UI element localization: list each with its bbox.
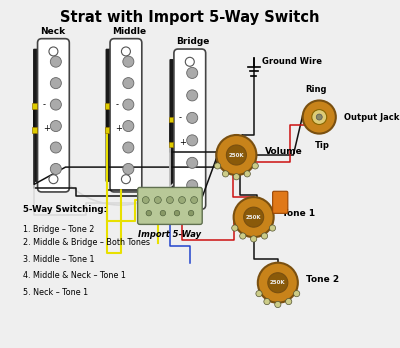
Circle shape xyxy=(123,56,134,67)
Circle shape xyxy=(50,78,61,89)
Circle shape xyxy=(50,164,61,174)
Circle shape xyxy=(187,68,198,78)
Text: 4. Middle & Neck – Tone 1: 4. Middle & Neck – Tone 1 xyxy=(23,271,126,280)
Text: Ring: Ring xyxy=(305,85,326,94)
Text: 3. Middle – Tone 1: 3. Middle – Tone 1 xyxy=(23,255,95,264)
Text: Middle: Middle xyxy=(112,27,146,36)
Circle shape xyxy=(187,90,198,101)
FancyBboxPatch shape xyxy=(273,191,288,213)
Text: 250K: 250K xyxy=(270,280,286,285)
Text: Output Jack: Output Jack xyxy=(344,112,400,121)
Circle shape xyxy=(226,145,246,165)
Text: Tip: Tip xyxy=(315,141,330,150)
Text: 2. Middle & Bridge – Both Tones: 2. Middle & Bridge – Both Tones xyxy=(23,238,150,247)
Text: Strat with Import 5-Way Switch: Strat with Import 5-Way Switch xyxy=(60,10,320,25)
Circle shape xyxy=(50,120,61,132)
Circle shape xyxy=(154,197,161,204)
Circle shape xyxy=(160,211,166,216)
Circle shape xyxy=(123,99,134,110)
Circle shape xyxy=(187,135,198,146)
FancyBboxPatch shape xyxy=(170,59,179,199)
FancyBboxPatch shape xyxy=(105,103,109,109)
FancyBboxPatch shape xyxy=(33,49,43,182)
Circle shape xyxy=(123,164,134,174)
Circle shape xyxy=(264,299,270,305)
Text: -: - xyxy=(115,100,118,109)
Circle shape xyxy=(303,101,336,134)
Circle shape xyxy=(258,263,298,303)
Circle shape xyxy=(256,291,262,297)
Circle shape xyxy=(146,211,152,216)
Circle shape xyxy=(187,112,198,124)
Circle shape xyxy=(252,163,258,169)
Text: 5-Way Switching:: 5-Way Switching: xyxy=(23,205,107,214)
Text: Tone 1: Tone 1 xyxy=(282,209,316,218)
Text: Tone 2: Tone 2 xyxy=(306,275,340,284)
FancyBboxPatch shape xyxy=(32,103,36,109)
FancyBboxPatch shape xyxy=(110,39,142,192)
FancyBboxPatch shape xyxy=(138,188,202,224)
Circle shape xyxy=(188,211,194,216)
Circle shape xyxy=(49,47,58,56)
Circle shape xyxy=(234,197,274,237)
FancyBboxPatch shape xyxy=(106,49,115,182)
Text: +: + xyxy=(43,124,50,133)
Circle shape xyxy=(316,114,322,120)
Circle shape xyxy=(262,233,268,239)
Circle shape xyxy=(222,171,229,177)
Circle shape xyxy=(250,236,257,242)
FancyBboxPatch shape xyxy=(169,142,173,147)
Text: Volume: Volume xyxy=(265,147,303,156)
Circle shape xyxy=(294,291,300,297)
Text: 250K: 250K xyxy=(246,215,262,220)
Circle shape xyxy=(312,110,327,125)
Circle shape xyxy=(240,233,246,239)
Circle shape xyxy=(244,207,264,227)
Text: 5. Neck – Tone 1: 5. Neck – Tone 1 xyxy=(23,288,88,297)
Text: Neck: Neck xyxy=(40,27,65,36)
Circle shape xyxy=(268,273,288,293)
Text: -: - xyxy=(43,100,46,109)
Text: Ground Wire: Ground Wire xyxy=(262,57,322,66)
FancyBboxPatch shape xyxy=(32,127,36,133)
Circle shape xyxy=(122,47,130,56)
Text: +: + xyxy=(179,139,186,148)
Text: 1. Bridge – Tone 2: 1. Bridge – Tone 2 xyxy=(23,225,95,234)
Circle shape xyxy=(185,57,194,66)
Circle shape xyxy=(166,197,173,204)
FancyBboxPatch shape xyxy=(105,127,109,133)
Circle shape xyxy=(50,56,61,67)
FancyBboxPatch shape xyxy=(38,39,69,192)
Text: 250K: 250K xyxy=(228,152,244,158)
Circle shape xyxy=(122,175,130,184)
Circle shape xyxy=(50,99,61,110)
Circle shape xyxy=(187,157,198,168)
Circle shape xyxy=(50,142,61,153)
Circle shape xyxy=(232,225,238,231)
Circle shape xyxy=(123,78,134,89)
Circle shape xyxy=(49,175,58,184)
Circle shape xyxy=(286,299,292,305)
Text: Bridge: Bridge xyxy=(176,37,210,46)
Circle shape xyxy=(123,120,134,132)
Circle shape xyxy=(216,135,256,175)
Circle shape xyxy=(185,192,194,201)
FancyBboxPatch shape xyxy=(174,49,206,209)
Circle shape xyxy=(233,174,240,180)
Circle shape xyxy=(269,225,276,231)
Text: -: - xyxy=(179,113,182,122)
Circle shape xyxy=(187,180,198,191)
Circle shape xyxy=(123,142,134,153)
Circle shape xyxy=(244,171,250,177)
Text: +: + xyxy=(115,124,122,133)
Circle shape xyxy=(178,197,186,204)
Text: Import 5-Way: Import 5-Way xyxy=(138,230,202,239)
FancyBboxPatch shape xyxy=(169,117,173,122)
Circle shape xyxy=(191,197,198,204)
Circle shape xyxy=(174,211,180,216)
Circle shape xyxy=(214,163,221,169)
Circle shape xyxy=(275,301,281,308)
Circle shape xyxy=(142,197,149,204)
